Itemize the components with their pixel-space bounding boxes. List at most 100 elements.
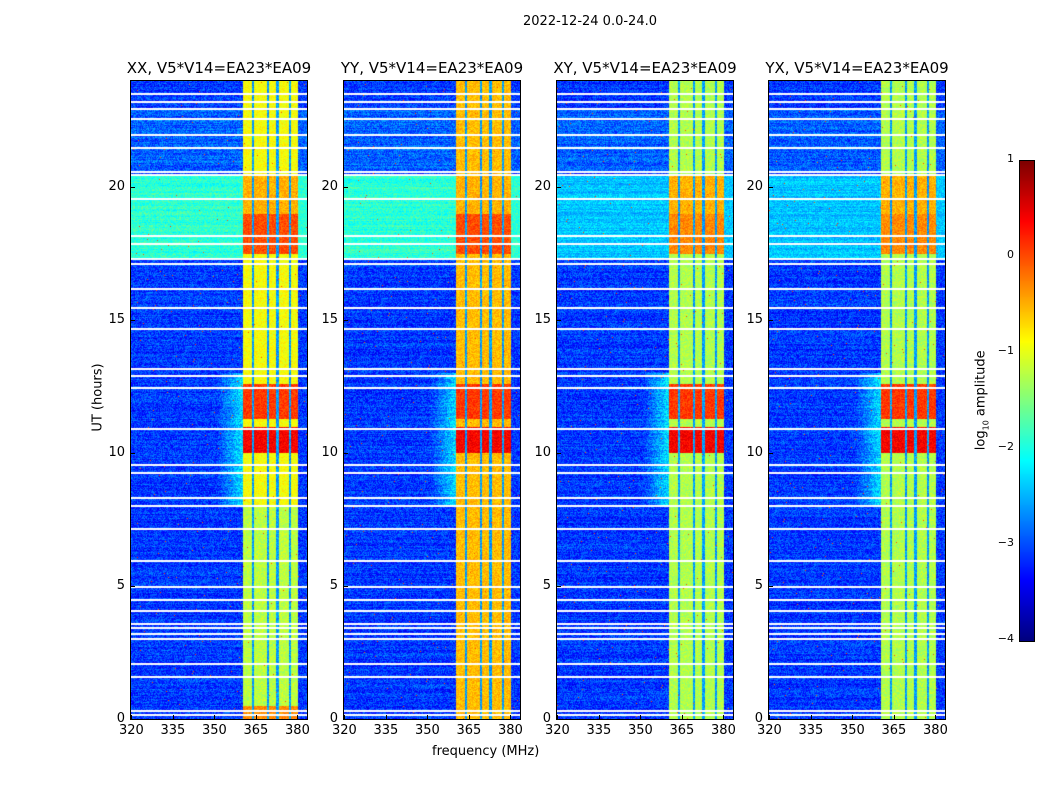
y-tick-label: 10 bbox=[746, 445, 763, 461]
x-tick-mark bbox=[640, 715, 642, 719]
x-tick-mark bbox=[769, 715, 770, 719]
colorbar-tick-label: −4 bbox=[997, 632, 1014, 645]
y-tick-mark bbox=[344, 187, 348, 189]
y-tick-label: 5 bbox=[329, 578, 338, 594]
x-tick-label: 335 bbox=[798, 723, 824, 738]
x-tick-mark bbox=[172, 715, 174, 719]
y-tick-label: 15 bbox=[321, 312, 338, 328]
y-tick-label: 15 bbox=[108, 312, 125, 328]
spectrogram-yy bbox=[343, 80, 521, 720]
colorbar-label-rest: amplitude bbox=[973, 350, 989, 421]
x-axis-label: frequency (MHz) bbox=[432, 744, 540, 759]
y-tick-label: 0 bbox=[542, 711, 551, 726]
x-tick-label: 350 bbox=[415, 723, 440, 738]
x-tick-label: 350 bbox=[840, 723, 865, 738]
x-tick-label: 320 bbox=[757, 723, 782, 738]
panel-title: XY, V5*V14=EA23*EA09 bbox=[553, 59, 737, 77]
x-tick-label: 335 bbox=[373, 723, 399, 738]
spectrogram-yx bbox=[768, 80, 946, 720]
colorbar-label: log10 amplitude bbox=[974, 340, 991, 460]
x-tick-mark bbox=[344, 715, 345, 719]
y-tick-label: 10 bbox=[321, 445, 338, 461]
x-tick-label: 380 bbox=[923, 723, 948, 738]
x-tick-label: 380 bbox=[711, 723, 736, 738]
x-tick-mark bbox=[214, 715, 216, 719]
y-tick-label: 20 bbox=[746, 179, 763, 195]
x-tick-label: 350 bbox=[202, 723, 227, 738]
y-tick-mark bbox=[769, 586, 773, 588]
x-tick-mark bbox=[297, 715, 299, 719]
y-tick-label: 5 bbox=[542, 578, 551, 594]
x-tick-mark bbox=[935, 715, 937, 719]
y-tick-mark bbox=[344, 719, 348, 720]
x-tick-mark bbox=[468, 715, 470, 719]
y-tick-label: 5 bbox=[754, 578, 763, 594]
x-tick-mark bbox=[681, 715, 683, 719]
panel-title: XX, V5*V14=EA23*EA09 bbox=[126, 59, 312, 77]
y-tick-mark bbox=[557, 453, 561, 455]
y-tick-label: 20 bbox=[534, 179, 551, 195]
x-tick-mark bbox=[893, 715, 895, 719]
y-axis-label: UT (hours) bbox=[90, 363, 106, 432]
panel-title: YY, V5*V14=EA23*EA09 bbox=[340, 59, 524, 77]
y-tick-label: 10 bbox=[534, 445, 551, 461]
y-tick-label: 0 bbox=[116, 711, 125, 726]
x-tick-mark bbox=[810, 715, 812, 719]
spectrogram-xy bbox=[556, 80, 734, 720]
x-tick-mark bbox=[723, 715, 725, 719]
x-tick-mark bbox=[385, 715, 387, 719]
y-tick-label: 15 bbox=[534, 312, 551, 328]
y-tick-mark bbox=[557, 320, 561, 322]
y-tick-mark bbox=[769, 719, 773, 720]
y-tick-mark bbox=[131, 719, 135, 720]
x-tick-label: 380 bbox=[498, 723, 523, 738]
y-tick-label: 15 bbox=[746, 312, 763, 328]
x-tick-label: 320 bbox=[119, 723, 144, 738]
y-tick-label: 0 bbox=[329, 711, 338, 726]
panel-title: YX, V5*V14=EA23*EA09 bbox=[765, 59, 949, 77]
y-tick-mark bbox=[769, 453, 773, 455]
x-tick-label: 320 bbox=[332, 723, 357, 738]
x-tick-mark bbox=[598, 715, 600, 719]
x-tick-label: 365 bbox=[456, 723, 482, 738]
y-tick-mark bbox=[131, 586, 135, 588]
colorbar bbox=[1019, 160, 1035, 642]
y-tick-mark bbox=[131, 320, 135, 322]
figure-title: 2022-12-24 0.0-24.0 bbox=[523, 14, 657, 29]
colorbar-tick-label: 0 bbox=[1007, 248, 1014, 261]
y-tick-mark bbox=[769, 187, 773, 189]
spectrogram-xx bbox=[130, 80, 308, 720]
x-tick-label: 335 bbox=[586, 723, 612, 738]
y-tick-label: 20 bbox=[108, 179, 125, 195]
y-tick-label: 20 bbox=[321, 179, 338, 195]
x-tick-label: 335 bbox=[160, 723, 186, 738]
y-tick-mark bbox=[131, 453, 135, 455]
x-tick-mark bbox=[852, 715, 854, 719]
x-tick-mark bbox=[510, 715, 512, 719]
x-tick-label: 365 bbox=[669, 723, 695, 738]
x-tick-mark bbox=[131, 715, 132, 719]
y-tick-mark bbox=[131, 187, 135, 189]
x-tick-label: 365 bbox=[243, 723, 269, 738]
y-tick-mark bbox=[557, 586, 561, 588]
x-tick-mark bbox=[427, 715, 429, 719]
y-tick-mark bbox=[557, 187, 561, 189]
x-tick-label: 350 bbox=[628, 723, 653, 738]
y-tick-label: 0 bbox=[754, 711, 763, 726]
x-tick-mark bbox=[255, 715, 257, 719]
y-tick-label: 5 bbox=[116, 578, 125, 594]
colorbar-tick-label: −1 bbox=[997, 344, 1014, 357]
colorbar-tick-label: −3 bbox=[997, 536, 1014, 549]
y-tick-mark bbox=[344, 586, 348, 588]
y-tick-mark bbox=[557, 719, 561, 720]
x-tick-label: 320 bbox=[545, 723, 570, 738]
colorbar-tick-label: −2 bbox=[997, 440, 1014, 453]
y-tick-mark bbox=[344, 453, 348, 455]
y-tick-mark bbox=[769, 320, 773, 322]
x-tick-mark bbox=[557, 715, 558, 719]
x-tick-label: 365 bbox=[881, 723, 907, 738]
y-tick-label: 10 bbox=[108, 445, 125, 461]
y-tick-mark bbox=[344, 320, 348, 322]
colorbar-tick-label: 1 bbox=[1007, 152, 1014, 165]
x-tick-label: 380 bbox=[285, 723, 310, 738]
